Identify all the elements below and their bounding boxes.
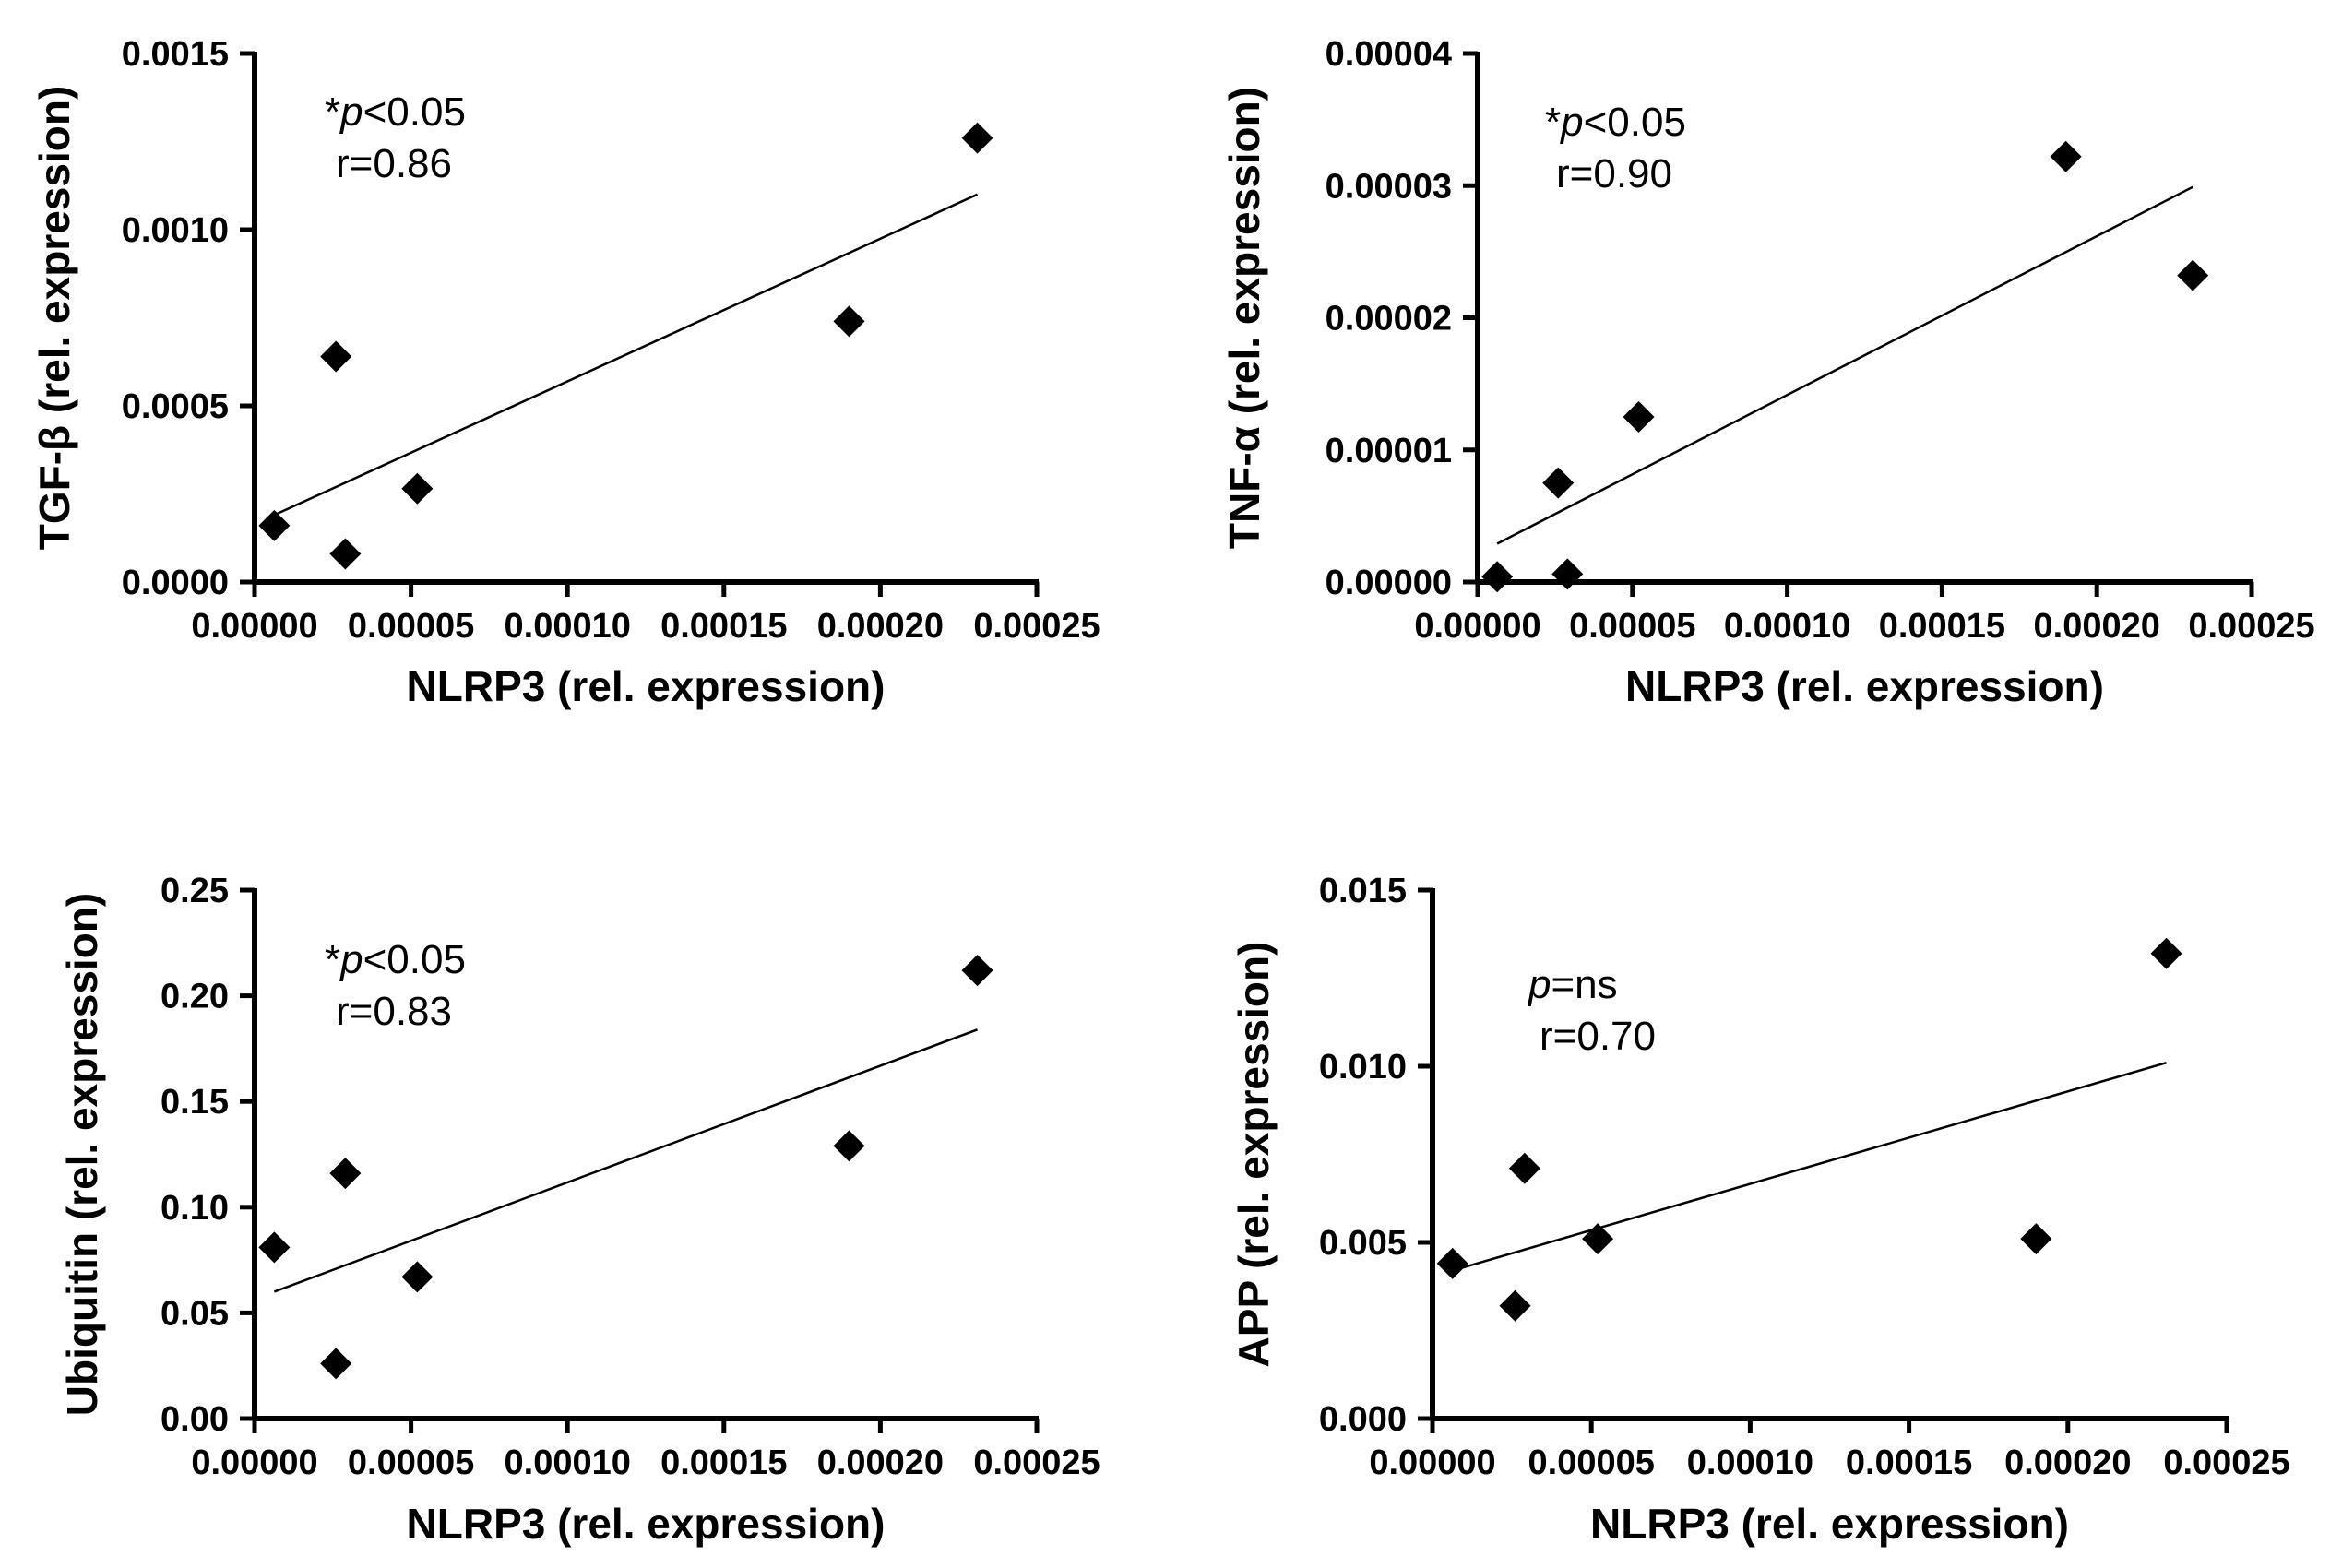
y-tick-label: 0.25 [160, 872, 229, 910]
data-point [329, 1158, 362, 1190]
regression-line [1452, 1061, 2167, 1272]
x-tick-label: 0.00000 [191, 607, 317, 646]
data-point [2050, 140, 2082, 172]
data-point [961, 122, 993, 154]
y-tick-label: 0.15 [160, 1083, 229, 1122]
y-tick-label: 0.015 [1319, 872, 1407, 910]
data-point [2020, 1223, 2052, 1255]
data-point [1623, 400, 1655, 433]
panel-tgfb: 0.00000 0.00005 0.00010 0.00015 0.00020 0.000… [30, 35, 1100, 710]
data-point [2177, 259, 2209, 291]
data-point [833, 305, 865, 338]
x-tick-label: 0.00020 [817, 1443, 944, 1482]
data-point [961, 955, 993, 987]
r-value-annotation: r=0.86 [336, 141, 452, 186]
y-tick-label: 0.10 [160, 1189, 229, 1228]
r-value-annotation: r=0.83 [336, 989, 452, 1034]
x-axis-title: NLRP3 (rel. expression) [1590, 1500, 2069, 1548]
data-point [1508, 1152, 1540, 1184]
regression-line [273, 1028, 978, 1293]
y-axis-title: TNF-α (rel. expression) [1220, 87, 1268, 549]
y-tick-label: 0.00001 [1326, 432, 1452, 470]
r-value-annotation: r=0.90 [1556, 151, 1672, 196]
data-point [1551, 558, 1584, 590]
data-point [401, 1261, 434, 1293]
y-axis-title: APP (rel. expression) [1230, 942, 1278, 1368]
x-tick-label: 0.00010 [1724, 607, 1850, 646]
y-tick-label: 0.20 [160, 978, 229, 1016]
y-axis-title: TGF-β (rel. expression) [30, 86, 78, 551]
panel-ubiquitin: 0.00000 0.00005 0.00010 0.00015 0.00020 0.000… [58, 872, 1100, 1548]
r-value-annotation: r=0.70 [1540, 1014, 1656, 1059]
data-point [1542, 467, 1575, 499]
x-axis-title: NLRP3 (rel. expression) [407, 662, 886, 710]
x-tick-label: 0.00025 [2188, 607, 2314, 646]
p-value-annotation: p=ns [1527, 962, 1618, 1007]
x-tick-label: 0.00005 [348, 607, 474, 646]
x-tick-label: 0.00010 [505, 607, 631, 646]
y-tick-label: 0.010 [1319, 1048, 1407, 1087]
x-tick-label: 0.00020 [2034, 607, 2160, 646]
x-tick-label: 0.00005 [1569, 607, 1695, 646]
y-tick-label: 0.00 [160, 1400, 229, 1439]
data-point [1481, 561, 1514, 593]
data-point [329, 538, 362, 570]
data-point [1436, 1247, 1468, 1279]
x-tick-label: 0.00020 [817, 607, 944, 646]
x-tick-label: 0.00025 [973, 607, 1100, 646]
y-tick-label: 0.000 [1319, 1400, 1407, 1439]
y-tick-label: 0.00002 [1326, 300, 1452, 339]
x-tick-label: 0.00005 [1528, 1443, 1655, 1482]
data-point [258, 1231, 291, 1264]
x-tick-label: 0.00015 [660, 1443, 787, 1482]
y-tick-label: 0.05 [160, 1294, 229, 1333]
x-tick-label: 0.00015 [1846, 1443, 1972, 1482]
p-value-annotation: *p<0.05 [325, 937, 466, 982]
y-tick-label: 0.00000 [1326, 564, 1452, 602]
y-axis-title: Ubiquitin (rel. expression) [58, 893, 106, 1416]
p-value-annotation: *p<0.05 [325, 89, 466, 135]
data-point [320, 340, 352, 373]
x-axis-title: NLRP3 (rel. expression) [1625, 662, 2104, 710]
y-tick-label: 0.005 [1319, 1224, 1407, 1263]
data-point [1582, 1223, 1614, 1255]
data-point [1499, 1289, 1531, 1322]
y-tick-label: 0.00004 [1326, 35, 1452, 74]
data-point [833, 1130, 865, 1162]
x-tick-label: 0.00000 [1414, 607, 1540, 646]
y-tick-label: 0.0015 [122, 35, 229, 74]
x-tick-label: 0.00005 [348, 1443, 474, 1482]
x-tick-label: 0.00010 [1687, 1443, 1813, 1482]
y-tick-label: 0.0005 [122, 387, 229, 426]
x-tick-label: 0.00000 [1369, 1443, 1495, 1482]
data-point [401, 472, 434, 505]
panel-app: 0.00000 0.00005 0.00010 0.00015 0.00020 0.000… [1230, 872, 2290, 1548]
y-tick-label: 0.0000 [122, 564, 229, 602]
regression-line [273, 193, 979, 517]
x-tick-label: 0.00010 [505, 1443, 631, 1482]
regression-line [1496, 185, 2193, 545]
data-point [258, 509, 291, 541]
data-point [2150, 937, 2182, 969]
x-tick-label: 0.00015 [1879, 607, 2005, 646]
x-tick-label: 0.00000 [191, 1443, 317, 1482]
x-tick-label: 0.00020 [2004, 1443, 2131, 1482]
panel-tnfa: 0.00000 0.00005 0.00010 0.00015 0.00020 0.000… [1220, 35, 2315, 710]
x-tick-label: 0.00025 [973, 1443, 1100, 1482]
x-tick-label: 0.00025 [2163, 1443, 2289, 1482]
x-tick-label: 0.00015 [660, 607, 787, 646]
y-tick-label: 0.00003 [1326, 167, 1452, 206]
p-value-annotation: *p<0.05 [1545, 100, 1686, 145]
x-axis-title: NLRP3 (rel. expression) [407, 1500, 886, 1548]
data-point [320, 1348, 352, 1380]
y-tick-label: 0.0010 [122, 211, 229, 250]
